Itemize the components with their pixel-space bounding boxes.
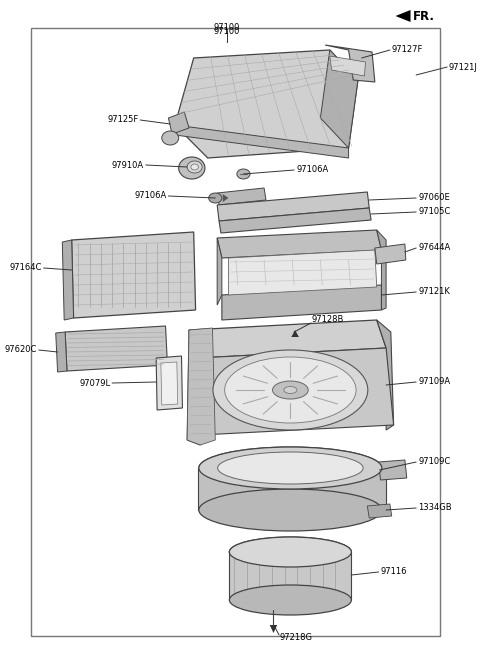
Text: 1334GB: 1334GB (418, 503, 452, 512)
Ellipse shape (229, 585, 351, 615)
Polygon shape (330, 56, 365, 76)
Polygon shape (65, 326, 168, 371)
Text: 97128B: 97128B (311, 315, 343, 325)
Polygon shape (377, 230, 386, 310)
Polygon shape (222, 285, 382, 320)
Ellipse shape (213, 350, 368, 430)
Ellipse shape (187, 161, 202, 173)
Polygon shape (187, 328, 216, 445)
Text: 97125F: 97125F (107, 116, 138, 124)
Polygon shape (187, 330, 200, 445)
Ellipse shape (199, 447, 382, 489)
Text: 97116: 97116 (381, 568, 407, 576)
Text: 97121J: 97121J (449, 62, 478, 72)
Polygon shape (325, 45, 375, 82)
Text: 97127F: 97127F (392, 45, 423, 55)
Polygon shape (229, 552, 351, 600)
Polygon shape (219, 208, 371, 233)
Polygon shape (56, 332, 67, 372)
Polygon shape (217, 238, 222, 305)
Ellipse shape (162, 131, 179, 145)
Polygon shape (367, 504, 392, 518)
Text: 97105C: 97105C (418, 208, 450, 217)
Polygon shape (375, 244, 406, 264)
Polygon shape (175, 50, 358, 158)
Polygon shape (168, 112, 189, 134)
Ellipse shape (209, 193, 222, 203)
Text: 97106A: 97106A (134, 191, 167, 200)
Polygon shape (217, 188, 266, 205)
Ellipse shape (229, 537, 351, 567)
Polygon shape (189, 320, 386, 358)
Text: 97164C: 97164C (9, 263, 42, 273)
Text: 97218G: 97218G (279, 633, 312, 643)
Ellipse shape (199, 447, 382, 489)
Ellipse shape (237, 169, 250, 179)
Ellipse shape (217, 452, 363, 484)
Polygon shape (291, 330, 299, 337)
Polygon shape (379, 460, 407, 480)
Polygon shape (270, 625, 277, 633)
Text: 97644A: 97644A (418, 244, 450, 252)
Ellipse shape (225, 357, 356, 423)
Text: 97106A: 97106A (296, 166, 328, 175)
Text: 97060E: 97060E (418, 194, 450, 202)
Ellipse shape (179, 157, 205, 179)
Ellipse shape (284, 386, 297, 394)
Polygon shape (377, 320, 394, 430)
Text: 97121K: 97121K (418, 288, 450, 296)
Text: 97109C: 97109C (418, 457, 450, 466)
Polygon shape (396, 10, 410, 22)
Text: FR.: FR. (412, 9, 434, 22)
Ellipse shape (273, 381, 308, 399)
Ellipse shape (191, 164, 198, 170)
Polygon shape (228, 250, 377, 295)
Text: 97100: 97100 (214, 28, 240, 37)
Polygon shape (223, 194, 228, 202)
Polygon shape (175, 125, 348, 158)
Polygon shape (217, 192, 369, 221)
Text: 97620C: 97620C (5, 346, 37, 355)
Polygon shape (321, 50, 358, 148)
Polygon shape (161, 362, 178, 405)
Polygon shape (198, 468, 386, 510)
Polygon shape (217, 230, 382, 258)
Ellipse shape (229, 537, 351, 567)
Polygon shape (62, 240, 73, 320)
Text: 97100: 97100 (214, 22, 240, 32)
Text: 97910A: 97910A (112, 160, 144, 170)
Polygon shape (156, 356, 182, 410)
Text: 97079L: 97079L (79, 378, 110, 388)
Text: 97109A: 97109A (418, 378, 450, 386)
Polygon shape (198, 348, 394, 435)
Polygon shape (72, 232, 195, 318)
Ellipse shape (199, 489, 382, 531)
